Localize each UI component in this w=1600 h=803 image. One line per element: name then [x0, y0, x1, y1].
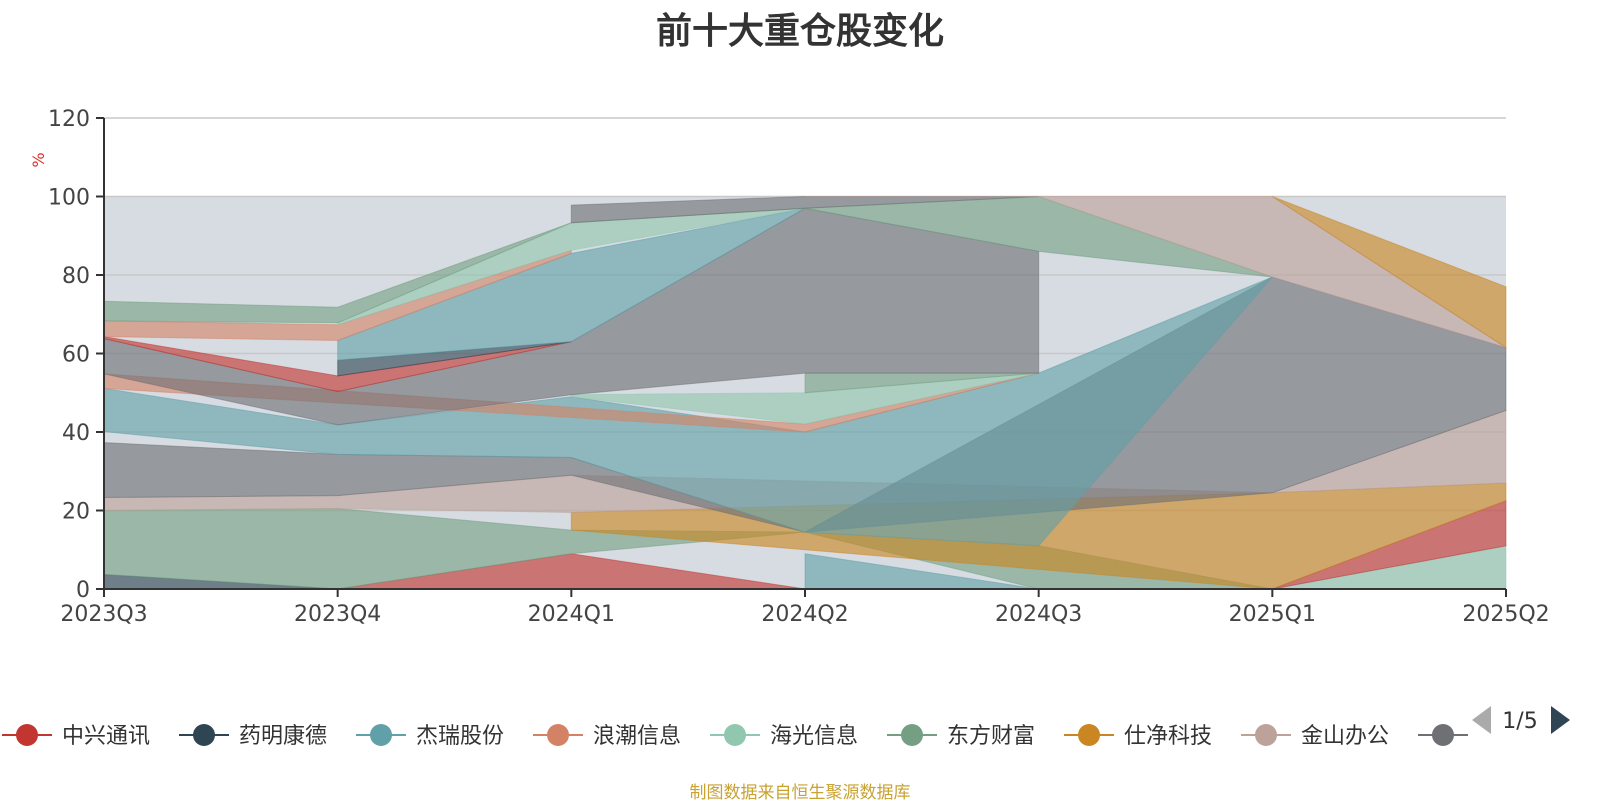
legend-label: 东方财富: [947, 724, 1035, 749]
legend-marker-icon: [1255, 724, 1277, 746]
y-tick-labels: 0 20 40 60 80 100 120: [48, 107, 104, 603]
x-tick-labels: 2023Q3 2023Q4 2024Q1 2024Q2 2024Q3 2025Q1 2025…: [60, 589, 1550, 627]
y-tick-label: 100: [48, 186, 90, 211]
legend-marker-icon: [1432, 724, 1454, 746]
x-tick-label: 2025Q2: [1462, 602, 1549, 627]
legend-item[interactable]: 东方财富: [887, 724, 1035, 749]
legend-marker-icon: [547, 724, 569, 746]
x-tick-label: 2023Q3: [60, 602, 147, 627]
legend: 中兴通讯 药明康德 杰瑞股份 浪潮信息 海光信息 东方财富 仕净科技 金山办公: [2, 724, 1468, 749]
legend-marker-icon: [193, 724, 215, 746]
area-series-11[interactable]: [103, 276, 1273, 547]
area-series-21[interactable]: [103, 195, 1273, 324]
legend-label: 金山办公: [1301, 724, 1389, 749]
chart-title: 前十大重仓股变化: [655, 11, 944, 52]
legend-item[interactable]: 仕净科技: [1064, 724, 1212, 749]
area-series-22[interactable]: [570, 196, 1039, 224]
x-tick-label: 2024Q3: [995, 602, 1082, 627]
legend-label: 药明康德: [239, 724, 327, 749]
legend-item[interactable]: 金山办公: [1241, 724, 1389, 749]
legend-label: 杰瑞股份: [416, 724, 504, 749]
y-tick-label: 0: [76, 578, 90, 603]
legend-page-indicator: 1/5: [1502, 709, 1537, 734]
y-tick-label: 20: [62, 500, 90, 525]
area-layer: [103, 195, 1507, 590]
area-series-13[interactable]: [570, 372, 1039, 425]
x-tick-label: 2024Q1: [528, 602, 615, 627]
source-note: 制图数据来自恒生聚源数据库: [689, 783, 911, 803]
legend-prev-icon[interactable]: [1472, 706, 1491, 734]
legend-label: 海光信息: [770, 724, 858, 749]
legend-label: 仕净科技: [1124, 724, 1212, 749]
legend-marker-icon: [901, 724, 923, 746]
legend-marker-icon: [370, 724, 392, 746]
legend-label: 浪潮信息: [593, 724, 681, 749]
legend-label: 中兴通讯: [62, 724, 150, 749]
x-tick-label: 2024Q2: [761, 602, 848, 627]
y-tick-label: 120: [48, 107, 90, 132]
y-tick-label: 60: [62, 343, 90, 368]
y-axis-unit: %: [29, 152, 48, 167]
legend-item[interactable]: 中兴通讯: [2, 724, 150, 749]
x-tick-label: 2023Q4: [294, 602, 381, 627]
legend-marker-icon: [1078, 724, 1100, 746]
y-tick-label: 80: [62, 264, 90, 289]
x-tick-label: 2025Q1: [1229, 602, 1316, 627]
legend-marker-icon: [16, 724, 38, 746]
legend-marker-icon: [724, 724, 746, 746]
y-tick-label: 40: [62, 421, 90, 446]
legend-item[interactable]: 杰瑞股份: [356, 724, 504, 749]
legend-item[interactable]: [1418, 724, 1468, 746]
legend-next-icon[interactable]: [1551, 706, 1570, 734]
legend-item[interactable]: 药明康德: [179, 724, 327, 749]
legend-item[interactable]: 海光信息: [710, 724, 858, 749]
legend-pager: 1/5: [1472, 706, 1570, 734]
legend-item[interactable]: 浪潮信息: [533, 724, 681, 749]
area-series-24[interactable]: [1272, 196, 1507, 349]
